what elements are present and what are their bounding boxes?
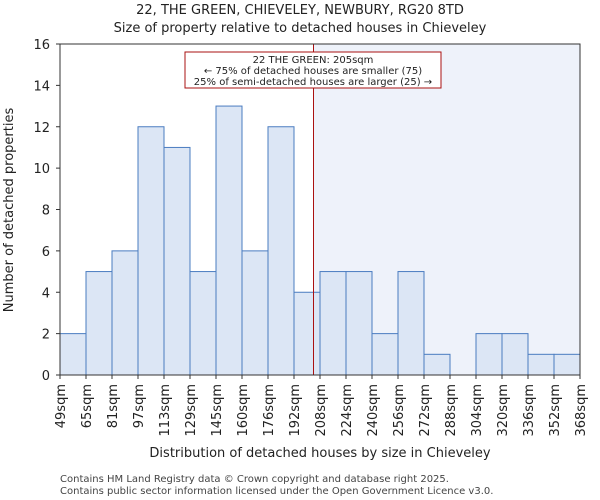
x-tick-label: 129sqm <box>184 384 199 437</box>
y-axis: 0 2 4 6 8 10 12 14 16 <box>33 38 60 384</box>
bar-145sqm <box>215 105 243 376</box>
x-axis: 49sqm 65sqm 81sqm 97sqm 113sqm 129sqm 145sqm 16… <box>54 375 589 437</box>
x-tick-label: 336sqm <box>522 384 537 437</box>
x-tick-label: 288sqm <box>444 384 459 437</box>
bar-160sqm <box>241 250 269 376</box>
x-tick-label: 320sqm <box>496 384 511 437</box>
y-tick-label: 8 <box>42 204 50 219</box>
annotation: 22 THE GREEN: 205sqm ← 75% of detached h… <box>184 51 442 89</box>
annotation-box <box>184 51 442 89</box>
bar-352sqm <box>553 353 581 376</box>
x-tick-label: 113sqm <box>158 384 173 437</box>
x-tick-label: 352sqm <box>548 384 563 437</box>
chart-subtitle: Size of property relative to detached ho… <box>114 21 487 36</box>
x-tick-label: 49sqm <box>54 384 69 428</box>
x-tick-label: 304sqm <box>470 384 485 437</box>
x-axis-label: Distribution of detached houses by size … <box>149 446 490 461</box>
x-tick-label: 256sqm <box>392 384 407 437</box>
bar-208sqm <box>319 271 347 376</box>
footer-line-1: Contains HM Land Registry data © Crown c… <box>60 474 449 485</box>
bar-129sqm <box>189 271 217 376</box>
bar-192sqm <box>293 291 321 376</box>
x-tick-label: 224sqm <box>340 384 355 437</box>
y-tick-label: 16 <box>33 38 50 53</box>
y-tick-label: 10 <box>33 162 50 177</box>
y-tick-label: 0 <box>42 369 50 384</box>
chart-title: 22, THE GREEN, CHIEVELEY, NEWBURY, RG20 … <box>136 3 464 18</box>
bar-81sqm <box>111 250 139 376</box>
bar-336sqm <box>527 353 555 376</box>
bar-113sqm <box>163 146 191 376</box>
x-tick-label: 208sqm <box>314 384 329 437</box>
footer-line-2: Contains public sector information licen… <box>60 486 493 497</box>
y-tick-label: 14 <box>33 79 50 94</box>
y-tick-label: 6 <box>42 245 50 260</box>
bar-320sqm <box>501 333 529 376</box>
x-tick-label: 272sqm <box>418 384 433 437</box>
annotation-line-2: ← 75% of detached houses are smaller (75… <box>204 66 422 77</box>
annotation-line-3: 25% of semi-detached houses are larger (… <box>194 77 432 88</box>
bar-304sqm <box>475 333 503 376</box>
y-axis-label: Number of detached properties <box>2 108 17 313</box>
x-tick-label: 176sqm <box>262 384 277 437</box>
y-tick-label: 12 <box>33 121 50 136</box>
y-tick-label: 4 <box>42 286 50 301</box>
bars <box>59 105 581 376</box>
bar-97sqm <box>137 126 165 376</box>
x-tick-label: 192sqm <box>288 384 303 437</box>
annotation-line-1: 22 THE GREEN: 205sqm <box>253 55 374 66</box>
x-tick-label: 160sqm <box>236 384 251 437</box>
bar-176sqm <box>267 126 295 376</box>
bar-272sqm <box>423 353 451 376</box>
y-tick-label: 2 <box>42 328 50 343</box>
bar-256sqm <box>397 271 425 376</box>
bar-224sqm <box>345 271 373 376</box>
plot-area: 0 2 4 6 8 10 12 14 16 49sqm 65sqm 81sqm 97sqm 113sqm… <box>33 38 589 437</box>
x-tick-label: 368sqm <box>574 384 589 437</box>
x-tick-label: 240sqm <box>366 384 381 437</box>
bar-65sqm <box>85 271 113 376</box>
x-tick-label: 81sqm <box>106 384 121 428</box>
bar-49sqm <box>59 333 87 376</box>
x-tick-label: 65sqm <box>80 384 95 428</box>
x-tick-label: 145sqm <box>210 384 225 437</box>
bar-240sqm <box>371 333 399 376</box>
x-tick-label: 97sqm <box>132 384 147 428</box>
